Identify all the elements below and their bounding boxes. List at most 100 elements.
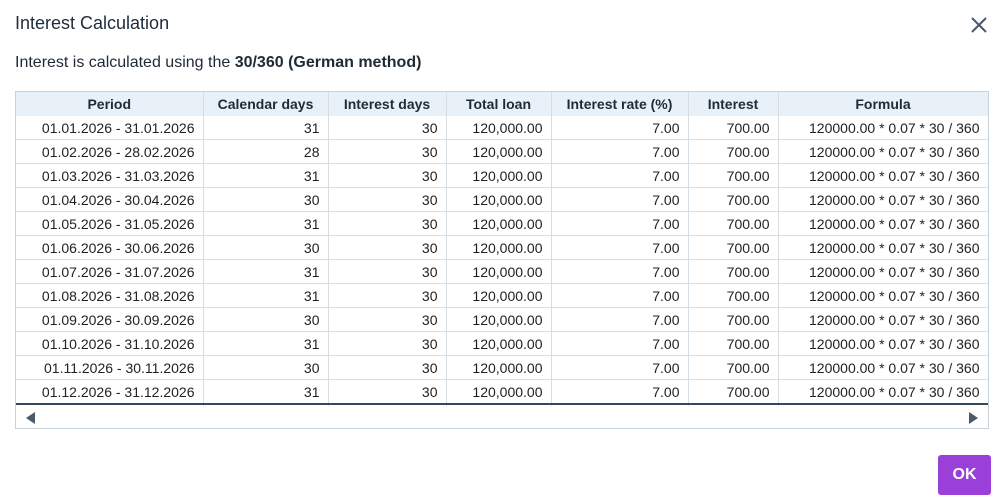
table-cell: 30	[203, 235, 329, 260]
table-cell: 7.00	[551, 235, 689, 260]
table-cell: 7.00	[551, 307, 689, 332]
table-cell: 30	[203, 187, 329, 212]
table-cell: 30	[328, 116, 447, 140]
table-cell: 7.00	[551, 283, 689, 308]
table-row[interactable]: 01.03.2026 - 31.03.2026 31 30 120,000.00 7.0…	[16, 163, 988, 188]
column-header[interactable]: Interest days	[328, 92, 447, 116]
table-row[interactable]: 01.08.2026 - 31.08.2026 31 30 120,000.00 7.0…	[16, 283, 988, 308]
table-cell: 30	[328, 211, 447, 236]
table-cell: 01.08.2026 - 31.08.2026	[16, 283, 204, 308]
horizontal-scrollbar[interactable]	[16, 406, 988, 428]
interest-table: Period Calendar days Interest days Total lo…	[15, 91, 989, 429]
table-cell: 120000.00 * 0.07 * 30 / 360	[778, 283, 988, 308]
table-cell: 30	[328, 283, 447, 308]
table-cell: 01.07.2026 - 31.07.2026	[16, 259, 204, 284]
table-cell: 30	[328, 163, 447, 188]
table-cell: 30	[203, 355, 329, 380]
table-cell: 120,000.00	[446, 331, 552, 356]
column-header[interactable]: Interest rate (%)	[551, 92, 689, 116]
close-icon[interactable]	[968, 14, 990, 36]
table-row[interactable]: 01.05.2026 - 31.05.2026 31 30 120,000.00 7.0…	[16, 211, 988, 236]
table-cell: 31	[203, 259, 329, 284]
table-cell: 120000.00 * 0.07 * 30 / 360	[778, 139, 988, 164]
table-cell: 120,000.00	[446, 211, 552, 236]
table-cell: 7.00	[551, 187, 689, 212]
table-cell: 7.00	[551, 259, 689, 284]
table-cell: 31	[203, 116, 329, 140]
table-cell: 01.02.2026 - 28.02.2026	[16, 139, 204, 164]
table-cell: 01.05.2026 - 31.05.2026	[16, 211, 204, 236]
table-cell: 7.00	[551, 211, 689, 236]
table-cell: 01.01.2026 - 31.01.2026	[16, 116, 204, 140]
table-cell: 01.04.2026 - 30.04.2026	[16, 187, 204, 212]
table-cell: 01.11.2026 - 30.11.2026	[16, 355, 204, 380]
table-cell: 7.00	[551, 331, 689, 356]
table-cell: 700.00	[688, 163, 779, 188]
table-row[interactable]: 01.01.2026 - 31.01.2026 31 30 120,000.00 7.0…	[16, 116, 988, 140]
table-cell: 120,000.00	[446, 163, 552, 188]
table-row[interactable]: 01.12.2026 - 31.12.2026 31 30 120,000.00 7.0…	[16, 379, 988, 405]
table-cell: 120,000.00	[446, 307, 552, 332]
table-cell: 120,000.00	[446, 379, 552, 405]
table-cell: 700.00	[688, 331, 779, 356]
table-row[interactable]: 01.02.2026 - 28.02.2026 28 30 120,000.00 7.0…	[16, 139, 988, 164]
description-prefix: Interest is calculated using the	[15, 54, 235, 71]
calculation-method: 30/360 (German method)	[234, 54, 422, 71]
table-header-row: Period Calendar days Interest days Total lo…	[16, 92, 988, 116]
table-cell: 30	[328, 187, 447, 212]
table-cell: 700.00	[688, 235, 779, 260]
table-cell: 120,000.00	[446, 139, 552, 164]
table-cell: 120000.00 * 0.07 * 30 / 360	[778, 163, 988, 188]
table-cell: 7.00	[551, 139, 689, 164]
table-cell: 30	[328, 139, 447, 164]
ok-button[interactable]: OK	[938, 455, 991, 495]
table-cell: 120000.00 * 0.07 * 30 / 360	[778, 211, 988, 236]
table-cell: 700.00	[688, 139, 779, 164]
table-cell: 120000.00 * 0.07 * 30 / 360	[778, 116, 988, 140]
table-cell: 700.00	[688, 283, 779, 308]
table-cell: 120,000.00	[446, 235, 552, 260]
table-cell: 7.00	[551, 379, 689, 405]
table-cell: 120,000.00	[446, 283, 552, 308]
table-cell: 01.06.2026 - 30.06.2026	[16, 235, 204, 260]
table-cell: 01.09.2026 - 30.09.2026	[16, 307, 204, 332]
table-cell: 30	[203, 307, 329, 332]
table-cell: 7.00	[551, 163, 689, 188]
table-row[interactable]: 01.07.2026 - 31.07.2026 31 30 120,000.00 7.0…	[16, 259, 988, 284]
table-cell: 7.00	[551, 116, 689, 140]
table-cell: 120,000.00	[446, 187, 552, 212]
table-cell: 700.00	[688, 355, 779, 380]
table-cell: 120000.00 * 0.07 * 30 / 360	[778, 259, 988, 284]
table-row[interactable]: 01.11.2026 - 30.11.2026 30 30 120,000.00 7.0…	[16, 355, 988, 380]
table-row[interactable]: 01.04.2026 - 30.04.2026 30 30 120,000.00 7.0…	[16, 187, 988, 212]
column-header[interactable]: Formula	[778, 92, 988, 116]
table-cell: 28	[203, 139, 329, 164]
column-header[interactable]: Calendar days	[203, 92, 329, 116]
table-cell: 700.00	[688, 187, 779, 212]
table-row[interactable]: 01.06.2026 - 30.06.2026 30 30 120,000.00 7.0…	[16, 235, 988, 260]
table-row[interactable]: 01.10.2026 - 31.10.2026 31 30 120,000.00 7.0…	[16, 331, 988, 356]
table-cell: 120000.00 * 0.07 * 30 / 360	[778, 187, 988, 212]
table-cell: 700.00	[688, 259, 779, 284]
table-cell: 31	[203, 331, 329, 356]
table-cell: 120000.00 * 0.07 * 30 / 360	[778, 379, 988, 405]
table-cell: 30	[328, 379, 447, 405]
table-cell: 30	[328, 259, 447, 284]
column-header[interactable]: Period	[16, 92, 204, 116]
table-cell: 30	[328, 235, 447, 260]
column-header[interactable]: Interest	[688, 92, 779, 116]
table-cell: 30	[328, 307, 447, 332]
chevron-right-icon[interactable]	[969, 412, 978, 424]
table-cell: 700.00	[688, 116, 779, 140]
table-row[interactable]: 01.09.2026 - 30.09.2026 30 30 120,000.00 7.0…	[16, 307, 988, 332]
table-cell: 01.12.2026 - 31.12.2026	[16, 379, 204, 405]
table-cell: 31	[203, 211, 329, 236]
column-header[interactable]: Total loan	[446, 92, 552, 116]
table-cell: 30	[328, 331, 447, 356]
chevron-left-icon[interactable]	[26, 412, 35, 424]
table-cell: 700.00	[688, 379, 779, 405]
table-cell: 120000.00 * 0.07 * 30 / 360	[778, 355, 988, 380]
table-cell: 120,000.00	[446, 116, 552, 140]
table-cell: 120,000.00	[446, 355, 552, 380]
table-cell: 31	[203, 379, 329, 405]
